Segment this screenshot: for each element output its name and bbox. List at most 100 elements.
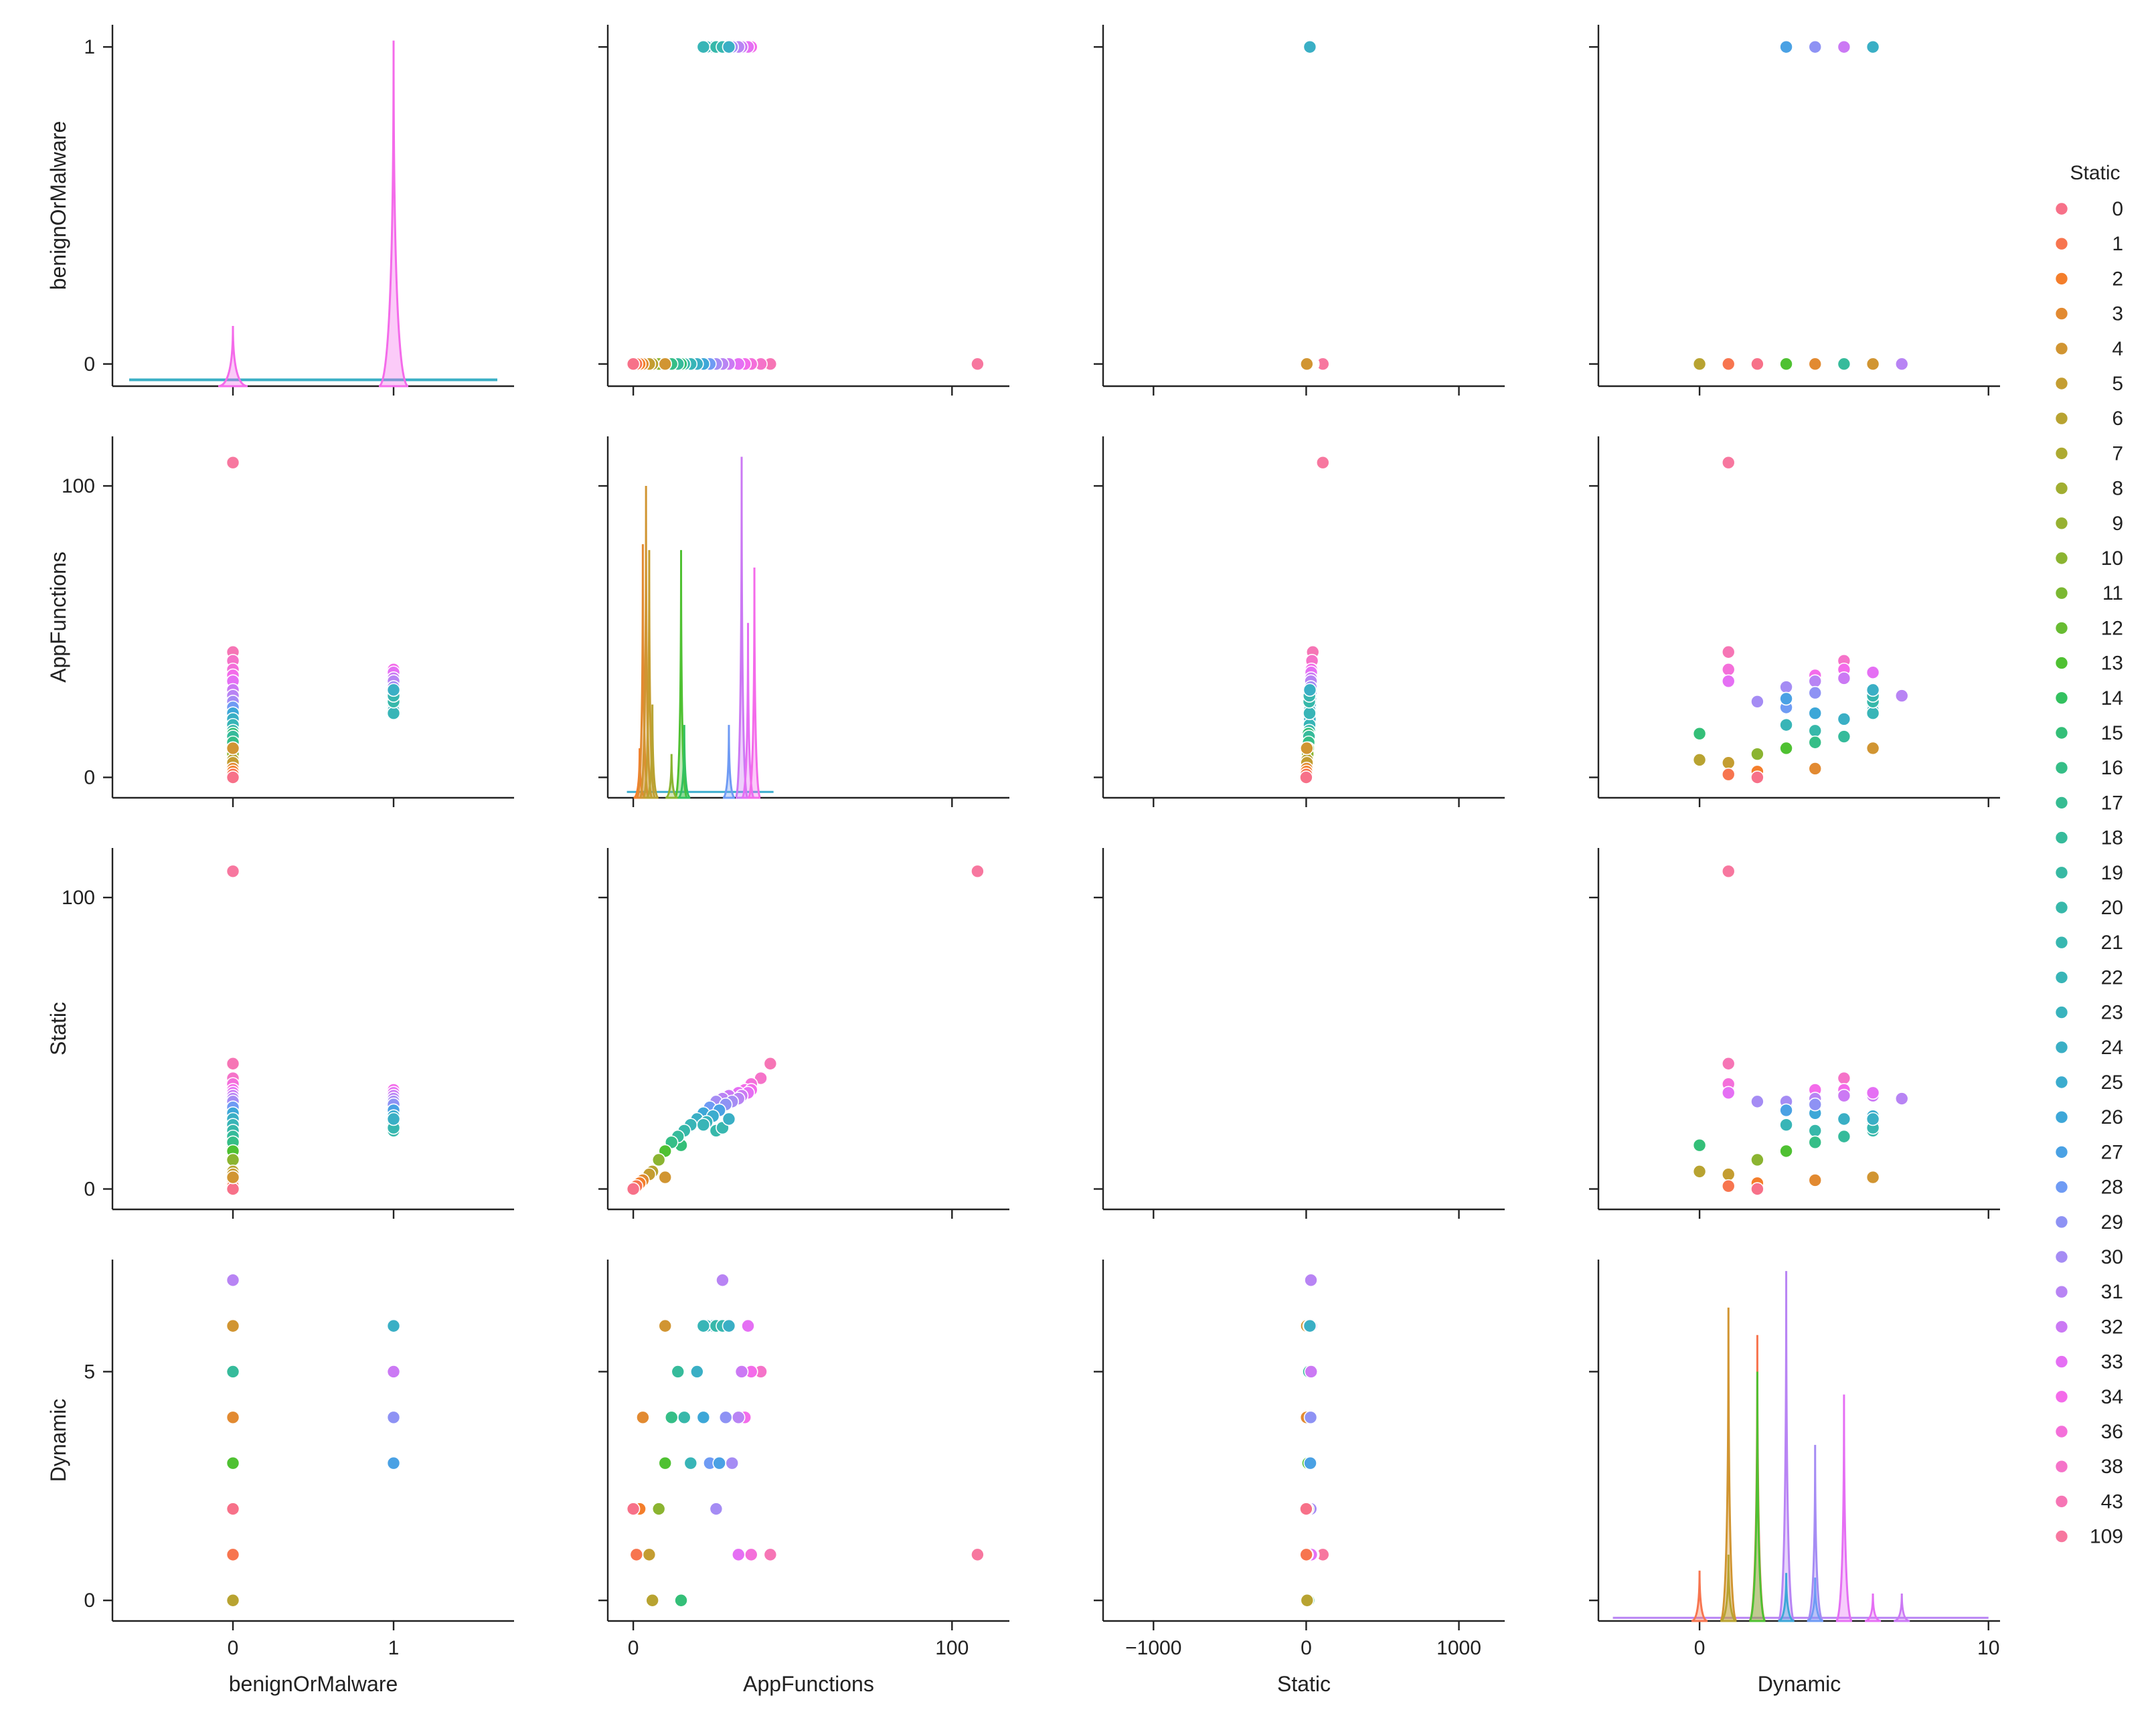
legend-label: 5 [2112, 373, 2123, 395]
scatter-point [386, 706, 401, 721]
scatter-point [226, 1152, 240, 1167]
scatter-point [971, 357, 985, 371]
scatter-point [1721, 756, 1736, 770]
legend-marker [2054, 411, 2069, 426]
legend-marker [2054, 796, 2069, 810]
y-tick-label: 0 [84, 767, 95, 789]
legend-marker [2054, 1459, 2069, 1474]
scatter-point [1808, 1135, 1823, 1150]
x-axis-label: AppFunctions [743, 1672, 874, 1696]
scatter-point [626, 1502, 641, 1516]
kde-peak [1893, 1593, 1910, 1622]
legend-marker [2054, 551, 2069, 566]
scatter-point [226, 1182, 240, 1196]
scatter-point [971, 864, 985, 879]
scatter-point [741, 1318, 755, 1333]
legend-marker [2054, 1389, 2069, 1404]
legend-marker [2054, 865, 2069, 880]
x-axis-label: Dynamic [1758, 1672, 1841, 1696]
legend-marker [2054, 201, 2069, 216]
legend-label: 11 [2102, 582, 2123, 604]
scatter-point [651, 1152, 666, 1167]
y-tick-label: 1 [84, 36, 95, 58]
scatter-point [1808, 1097, 1823, 1112]
kde-peak [747, 567, 762, 799]
scatter-point [1721, 645, 1736, 659]
legend-marker [2054, 621, 2069, 635]
scatter-point [696, 1410, 711, 1425]
scatter-point [1750, 1182, 1764, 1196]
scatter-point [671, 1365, 685, 1379]
scatter-point [1808, 723, 1823, 738]
scatter-point [1808, 357, 1823, 371]
legend-label: 14 [2101, 687, 2123, 709]
legend-label: 0 [2112, 198, 2123, 220]
scatter-point [226, 1502, 240, 1516]
scatter-point [1721, 663, 1736, 677]
legend-label: 8 [2112, 478, 2123, 500]
legend-label: 109 [2090, 1526, 2123, 1548]
kde-peak [1719, 1307, 1738, 1622]
scatter-point [1300, 1593, 1315, 1608]
legend-label: 28 [2101, 1177, 2123, 1199]
legend-label: 32 [2101, 1316, 2123, 1338]
scatter-point [658, 1170, 673, 1185]
legend-marker [2054, 376, 2069, 391]
legend-label: 24 [2101, 1037, 2123, 1059]
scatter-point [1865, 357, 1880, 371]
legend-label: 7 [2112, 442, 2123, 464]
scatter-point [226, 455, 240, 470]
scatter-point [386, 1112, 401, 1126]
legend-marker [2054, 481, 2069, 495]
legend-label: 30 [2101, 1246, 2123, 1268]
legend-marker [2054, 656, 2069, 670]
legend-marker [2054, 236, 2069, 251]
legend-label: 18 [2101, 827, 2123, 849]
legend-label: 3 [2112, 303, 2123, 325]
scatter-point [664, 1410, 679, 1425]
kde-peak [1720, 1554, 1737, 1622]
kde-peak [378, 40, 409, 388]
legend-marker [2054, 1320, 2069, 1334]
scatter-point [1721, 357, 1736, 371]
legend-label: 36 [2101, 1421, 2123, 1443]
x-tick-label: 0 [628, 1637, 639, 1659]
legend-label: 31 [2101, 1281, 2123, 1303]
scatter-point [226, 1273, 240, 1288]
scatter-point [1692, 753, 1707, 767]
legend-label: 27 [2101, 1141, 2123, 1163]
y-axis-label: Dynamic [46, 1399, 70, 1482]
scatter-point [716, 1273, 730, 1288]
legend-label: 9 [2112, 513, 2123, 535]
scatter-point [1808, 1124, 1823, 1138]
kde-peak [734, 456, 749, 799]
legend-label: 21 [2101, 932, 2123, 954]
legend-marker [2054, 1284, 2069, 1299]
kde-peak [218, 325, 248, 388]
scatter-point [226, 1170, 240, 1185]
y-tick-label: 100 [62, 887, 95, 909]
scatter-point [1894, 689, 1909, 703]
scatter-point [1750, 694, 1764, 709]
scatter-point [1750, 357, 1764, 371]
scatter-point [683, 1456, 698, 1470]
scatter-point [674, 1593, 688, 1608]
scatter-point [971, 1547, 985, 1562]
legend-marker [2054, 516, 2069, 531]
scatter-point [722, 1112, 736, 1126]
y-tick-label: 5 [84, 1361, 95, 1383]
legend-label: 1 [2112, 233, 2123, 255]
x-tick-label: 0 [1694, 1637, 1706, 1659]
scatter-point [1304, 1365, 1319, 1379]
kde-peak [1748, 1371, 1766, 1622]
y-tick-label: 0 [84, 1590, 95, 1612]
scatter-point [1299, 1502, 1313, 1516]
legend-marker [2054, 1494, 2069, 1509]
scatter-point [226, 1547, 240, 1562]
scatter-point [1779, 1118, 1793, 1132]
legend-label: 23 [2101, 1002, 2123, 1024]
x-tick-label: 0 [1301, 1637, 1312, 1659]
scatter-point [1779, 691, 1793, 706]
x-tick-label: 10 [1977, 1637, 1999, 1659]
scatter-point [226, 864, 240, 879]
